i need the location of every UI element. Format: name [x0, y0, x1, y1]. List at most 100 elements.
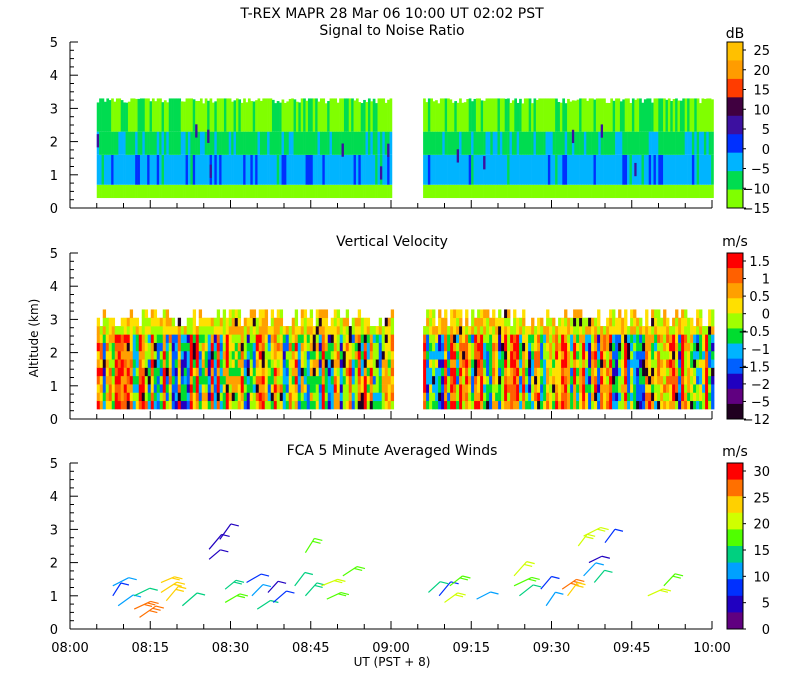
velocity-cell — [477, 359, 481, 368]
velocity-cell — [264, 375, 269, 385]
velocity-cell — [426, 350, 430, 360]
velocity-cell — [360, 342, 365, 352]
velocity-cell — [708, 309, 712, 319]
snr-cell — [291, 98, 294, 132]
velocity-cell — [513, 350, 517, 360]
snr-cell — [324, 103, 328, 132]
velocity-cell — [201, 400, 206, 410]
snr-cell — [343, 98, 347, 132]
velocity-cell — [687, 359, 691, 368]
velocity-cell — [207, 400, 212, 410]
velocity-cell — [642, 392, 646, 402]
snr-cell — [190, 184, 194, 199]
snr-cell — [615, 154, 618, 185]
velocity-cell — [477, 334, 481, 343]
velocity-cell — [648, 392, 652, 402]
velocity-cell — [342, 375, 347, 385]
velocity-cell — [546, 342, 550, 352]
velocity-cell — [387, 367, 392, 377]
snr-cell — [571, 131, 575, 155]
velocity-cell — [459, 375, 463, 385]
velocity-cell — [576, 367, 580, 377]
velocity-cell — [456, 384, 460, 393]
snr-cell — [516, 102, 520, 132]
snr-cell — [463, 184, 467, 199]
velocity-cell — [690, 367, 694, 377]
velocity-cell — [642, 359, 646, 368]
snr-cell — [514, 98, 517, 132]
velocity-cell — [120, 334, 125, 343]
snr-cell — [247, 184, 251, 199]
velocity-cell — [228, 384, 233, 393]
velocity-cell — [300, 309, 305, 319]
velocity-cell — [288, 342, 293, 352]
snr-cell — [195, 100, 198, 132]
velocity-cell — [618, 367, 622, 377]
velocity-cell — [99, 384, 104, 393]
velocity-cell — [516, 400, 520, 410]
velocity-cell — [96, 384, 101, 393]
velocity-cell — [435, 392, 439, 402]
velocity-cell — [252, 359, 257, 368]
velocity-cell — [123, 350, 128, 360]
snr-cell — [219, 131, 222, 155]
velocity-cell — [366, 359, 371, 368]
velocity-cell — [543, 375, 547, 385]
snr-cell — [699, 103, 702, 132]
snr-cell — [379, 166, 383, 180]
velocity-cell — [663, 384, 667, 393]
velocity-cell — [609, 317, 613, 327]
snr-cell — [327, 184, 330, 199]
velocity-cell — [468, 350, 472, 360]
velocity-cell — [627, 326, 631, 335]
snr-cell — [288, 184, 292, 199]
velocity-cell — [111, 392, 116, 402]
velocity-cell — [306, 334, 311, 343]
velocity-cell — [702, 326, 706, 335]
snr-cell — [377, 184, 381, 199]
velocity-cell — [183, 375, 188, 385]
velocity-cell — [192, 350, 197, 360]
velocity-cell — [636, 367, 640, 377]
velocity-cell — [501, 317, 505, 327]
velocity-cell — [486, 309, 490, 319]
velocity-cell — [219, 342, 224, 352]
x-axis-label: UT (PST + 8) — [354, 655, 431, 669]
velocity-cell — [450, 326, 454, 335]
velocity-cell — [576, 400, 580, 410]
velocity-cell — [471, 317, 475, 327]
velocity-cell — [474, 326, 478, 335]
velocity-cell — [612, 317, 616, 327]
velocity-cell — [315, 359, 320, 368]
wind-barb-flag — [356, 566, 366, 570]
velocity-cell — [222, 317, 227, 327]
snr-cell — [593, 154, 597, 185]
velocity-cell — [132, 350, 137, 360]
velocity-cell — [159, 367, 164, 377]
velocity-cell — [162, 309, 167, 319]
velocity-cell — [432, 375, 436, 385]
snr-cell — [132, 131, 136, 155]
velocity-cell — [492, 392, 496, 402]
velocity-cell — [282, 392, 287, 402]
snr-cell — [269, 184, 273, 199]
velocity-cell — [666, 350, 670, 360]
velocity-cell — [318, 350, 323, 360]
velocity-cell — [318, 367, 323, 377]
snr-cell — [538, 98, 541, 132]
velocity-cell — [705, 400, 709, 410]
velocity-cell — [111, 326, 116, 335]
snr-cell — [430, 154, 433, 185]
snr-cell — [427, 98, 431, 132]
velocity-cell — [276, 375, 281, 385]
snr-title: Signal to Noise Ratio — [319, 23, 464, 39]
snr-cell — [557, 154, 561, 185]
snr-cell — [375, 154, 378, 185]
velocity-cell — [486, 400, 490, 410]
snr-cell — [363, 184, 366, 199]
snr-cell — [180, 154, 184, 185]
snr-cell — [463, 154, 467, 185]
velocity-cell — [231, 392, 236, 402]
velocity-cell — [450, 350, 454, 360]
velocity-cell — [195, 334, 200, 343]
